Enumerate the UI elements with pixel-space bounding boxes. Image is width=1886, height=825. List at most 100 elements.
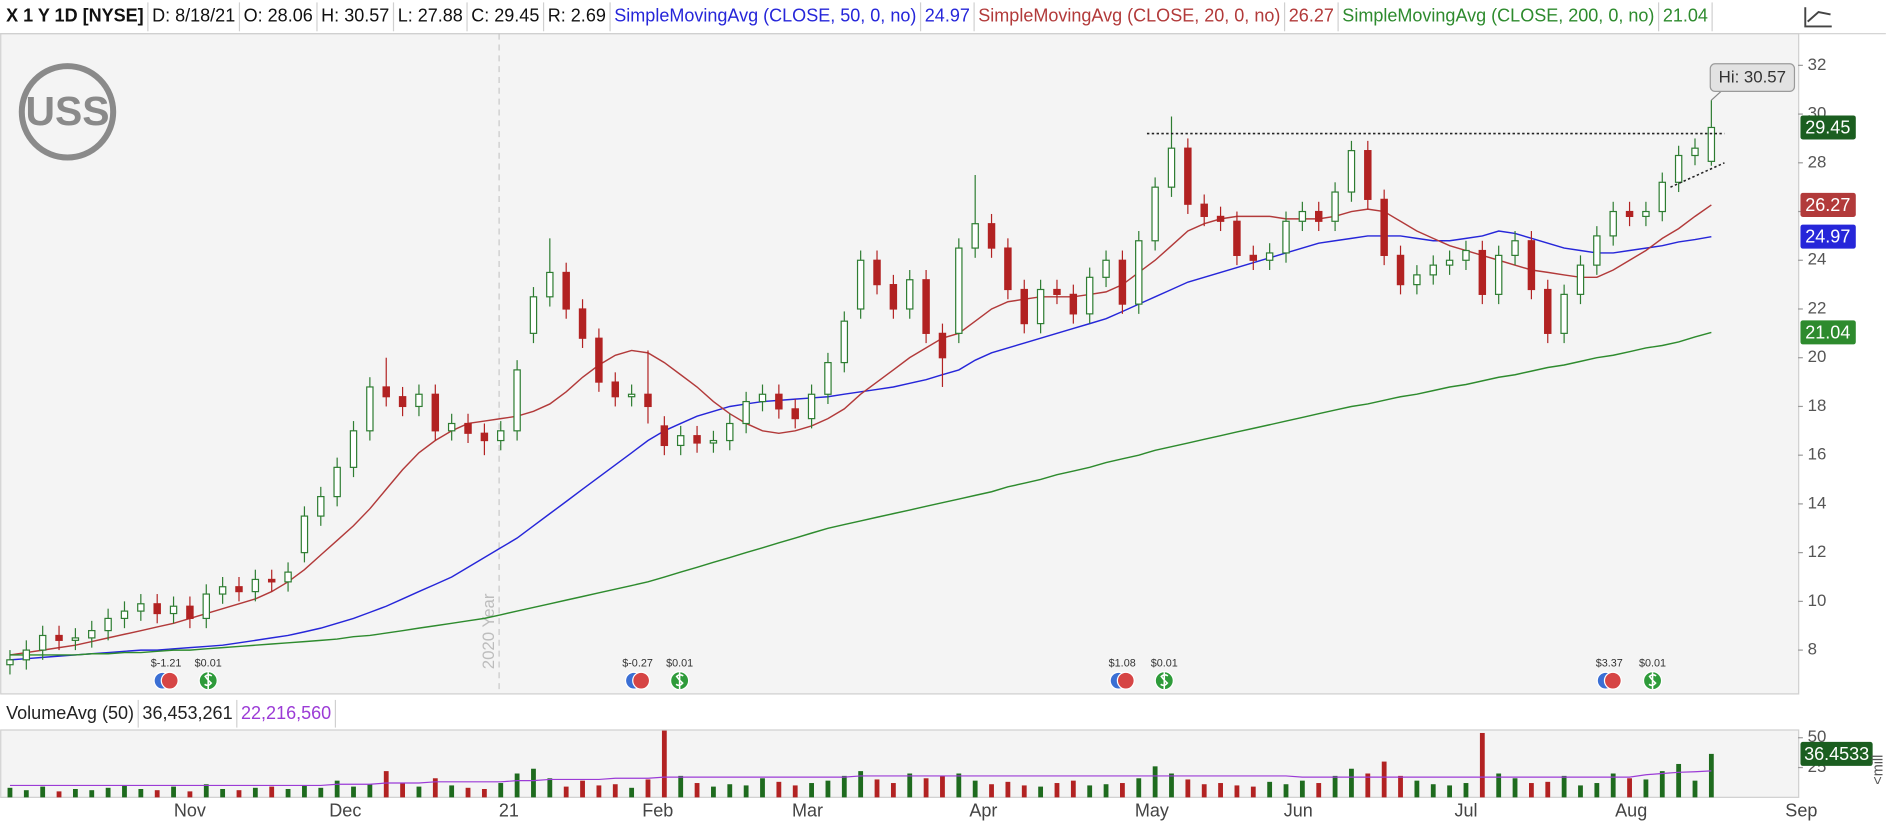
volume-bar	[1201, 784, 1207, 798]
volume-bar	[841, 775, 847, 798]
candle-body	[464, 422, 472, 434]
header-text: 24.97	[925, 6, 970, 26]
logo: USS	[18, 63, 117, 161]
volume-legend: VolumeAvg (50)	[6, 703, 134, 723]
candle-body	[1576, 264, 1585, 295]
price-pane	[0, 33, 1800, 695]
volume-bar	[1283, 784, 1289, 798]
candle-body	[856, 259, 865, 310]
moving-average-line	[9, 230, 1712, 661]
header-text: X 1 Y 1D [NYSE]	[6, 6, 144, 26]
volume-bar	[122, 785, 127, 798]
candle-body	[1118, 259, 1127, 305]
volume-bar	[171, 786, 176, 798]
dividend-glyph	[1160, 672, 1169, 690]
volume-bar	[318, 787, 324, 798]
volume-bar	[1021, 785, 1027, 798]
moving-average-line	[9, 204, 1712, 656]
volume-bar	[547, 778, 553, 798]
candle-body	[775, 393, 783, 410]
volume-bar	[1479, 732, 1485, 798]
volume-bar	[989, 784, 994, 798]
volume-bar	[105, 787, 111, 798]
y-tick-label: 22	[1808, 298, 1827, 317]
volume-bar	[858, 771, 864, 798]
candle-body	[1151, 186, 1159, 242]
candle-body	[1282, 220, 1290, 254]
candle-body	[1200, 203, 1208, 218]
x-tick-label: Dec	[329, 801, 361, 821]
volume-bar	[972, 780, 978, 798]
hi-label: Hi: 30.57	[1719, 68, 1786, 87]
volume-bar	[1708, 753, 1714, 798]
dividend-label: $0.01	[666, 658, 693, 670]
candle-body	[447, 422, 456, 432]
candle-body	[824, 361, 832, 395]
volume-bar	[1054, 783, 1060, 798]
candle-body	[71, 637, 80, 641]
volume-bar	[220, 788, 226, 798]
candle-body	[1429, 264, 1437, 276]
candle-body	[382, 386, 390, 398]
draw-tool-icon[interactable]	[1799, 2, 1836, 32]
y-tick-label: 28	[1808, 152, 1827, 171]
volume-bar	[351, 786, 356, 798]
candle-body	[267, 578, 276, 583]
volume-bar	[596, 785, 602, 798]
volume-bar	[678, 775, 684, 798]
candle-body	[497, 430, 505, 442]
volume-tag: 36.4533	[1804, 744, 1869, 764]
candle-body	[1184, 147, 1192, 205]
candle-body	[1102, 259, 1110, 278]
x-tick-label: Sep	[1785, 801, 1817, 821]
volume-bar	[56, 791, 62, 798]
volume-bar	[1447, 785, 1453, 798]
volume-bar	[1496, 773, 1502, 798]
candle-body	[1004, 247, 1012, 291]
volume-bar	[514, 773, 520, 798]
candle-body	[366, 386, 374, 432]
volume-bar	[1087, 785, 1093, 798]
candle-body	[1069, 293, 1078, 315]
earnings-label: $3.37	[1596, 658, 1623, 670]
ma-tag: 21.04	[1805, 322, 1850, 342]
volume-bar	[711, 786, 716, 798]
year-label: 2020 Year	[479, 593, 498, 669]
candle-body	[873, 259, 881, 286]
candle-body	[922, 279, 930, 334]
volume-bar	[40, 786, 46, 798]
dividend-label: $0.01	[1151, 658, 1178, 670]
candle-body	[480, 432, 489, 442]
candle-body	[1249, 254, 1258, 261]
volume-bar	[694, 783, 700, 798]
dividend-glyph	[204, 672, 213, 690]
candle-body	[546, 271, 554, 298]
candle-body	[88, 629, 96, 639]
volume-bar	[498, 783, 504, 798]
candle-body	[726, 422, 734, 442]
x-tick-label: Jul	[1454, 801, 1477, 821]
candle-body	[317, 495, 325, 517]
x-tick-label: Feb	[642, 801, 673, 821]
ma-tag: 24.97	[1805, 227, 1850, 247]
candle-body	[22, 649, 31, 661]
volume-tag-box	[1800, 741, 1873, 766]
volume-bar	[1692, 780, 1698, 798]
candle-body	[1020, 288, 1028, 325]
candle-body	[1478, 249, 1487, 295]
y-tick-label: 32	[1808, 55, 1827, 74]
earnings-label: $-0.27	[622, 658, 653, 670]
volume-bar	[1349, 768, 1354, 798]
candle-body	[1674, 154, 1683, 183]
candle-body	[1233, 220, 1241, 256]
volume-bar	[1381, 761, 1387, 798]
candle-body	[1347, 150, 1356, 193]
candle-body	[660, 425, 669, 447]
candle-body	[1511, 240, 1519, 256]
candle-body	[1036, 288, 1045, 325]
volume-bar	[1659, 771, 1665, 798]
candle-body	[300, 515, 309, 554]
volume-bar	[23, 790, 29, 798]
candle-body	[595, 337, 603, 383]
header-text: R: 2.69	[548, 6, 606, 26]
